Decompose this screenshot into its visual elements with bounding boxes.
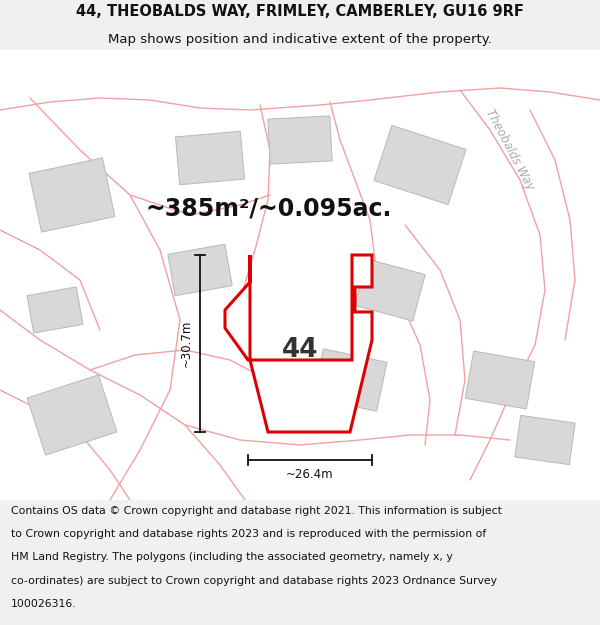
Polygon shape <box>355 259 425 321</box>
Text: co-ordinates) are subject to Crown copyright and database rights 2023 Ordnance S: co-ordinates) are subject to Crown copyr… <box>11 576 497 586</box>
Polygon shape <box>29 158 115 232</box>
Text: ~26.4m: ~26.4m <box>286 468 334 481</box>
Text: HM Land Registry. The polygons (including the associated geometry, namely x, y: HM Land Registry. The polygons (includin… <box>11 552 452 562</box>
Polygon shape <box>313 349 387 411</box>
Polygon shape <box>268 116 332 164</box>
Text: to Crown copyright and database rights 2023 and is reproduced with the permissio: to Crown copyright and database rights 2… <box>11 529 486 539</box>
Text: Theobalds Way: Theobalds Way <box>483 107 537 192</box>
Polygon shape <box>27 375 117 455</box>
Polygon shape <box>168 244 232 296</box>
Polygon shape <box>176 131 244 185</box>
Polygon shape <box>27 287 83 333</box>
Polygon shape <box>225 255 372 432</box>
Text: ~385m²/~0.095ac.: ~385m²/~0.095ac. <box>145 196 391 220</box>
Text: Map shows position and indicative extent of the property.: Map shows position and indicative extent… <box>108 32 492 46</box>
Text: Contains OS data © Crown copyright and database right 2021. This information is : Contains OS data © Crown copyright and d… <box>11 506 502 516</box>
Polygon shape <box>374 126 466 204</box>
Polygon shape <box>515 416 575 464</box>
Text: ~30.7m: ~30.7m <box>179 320 193 367</box>
Text: 44, THEOBALDS WAY, FRIMLEY, CAMBERLEY, GU16 9RF: 44, THEOBALDS WAY, FRIMLEY, CAMBERLEY, G… <box>76 4 524 19</box>
Polygon shape <box>466 351 535 409</box>
Text: 100026316.: 100026316. <box>11 599 76 609</box>
Text: 44: 44 <box>282 337 318 363</box>
